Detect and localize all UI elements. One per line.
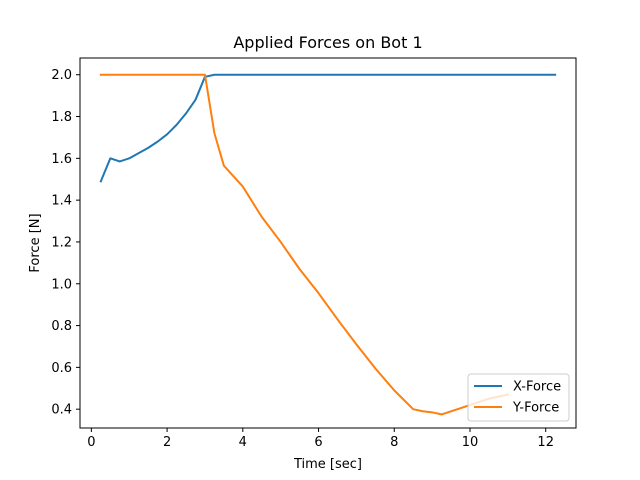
y-tick-label: 0.8 bbox=[51, 319, 72, 334]
chart-title: Applied Forces on Bot 1 bbox=[233, 33, 422, 52]
x-tick-label: 12 bbox=[537, 435, 554, 450]
x-axis-label: Time [sec] bbox=[293, 457, 362, 472]
x-tick-label: 6 bbox=[314, 435, 322, 450]
legend-label: Y-Force bbox=[512, 401, 559, 416]
x-tick-label: 4 bbox=[239, 435, 247, 450]
y-axis-label: Force [N] bbox=[28, 213, 43, 272]
legend: X-Force Y-Force bbox=[467, 373, 570, 422]
y-tick-label: 2.0 bbox=[51, 68, 72, 83]
legend-label: X-Force bbox=[513, 380, 561, 395]
y-tick-label: 1.2 bbox=[51, 235, 72, 250]
x-tick-label: 10 bbox=[462, 435, 479, 450]
y-tick-label: 1.4 bbox=[51, 194, 72, 209]
x-axis-ticks: 0 2 4 6 8 10 12 bbox=[87, 428, 554, 450]
legend-entries: X-Force Y-Force bbox=[474, 380, 561, 416]
y-tick-label: 1.0 bbox=[51, 277, 72, 292]
axes-frame bbox=[79, 57, 577, 429]
plot-area: 0 2 4 6 8 10 12 0.4 0.6 0.8 1.0 1.2 1.4 1.6 1.8 2.0 bbox=[51, 57, 577, 450]
y-tick-label: 0.6 bbox=[51, 361, 72, 376]
y-tick-label: 0.4 bbox=[51, 403, 72, 418]
x-tick-label: 0 bbox=[87, 435, 95, 450]
y-tick-label: 1.8 bbox=[51, 110, 72, 125]
series-line-y-force bbox=[99, 73, 510, 416]
series-layer bbox=[99, 73, 557, 416]
y-axis-ticks: 0.4 0.6 0.8 1.0 1.2 1.4 1.6 1.8 2.0 bbox=[51, 68, 80, 418]
x-tick-label: 8 bbox=[390, 435, 398, 450]
x-tick-label: 2 bbox=[163, 435, 171, 450]
y-tick-label: 1.6 bbox=[51, 152, 72, 167]
